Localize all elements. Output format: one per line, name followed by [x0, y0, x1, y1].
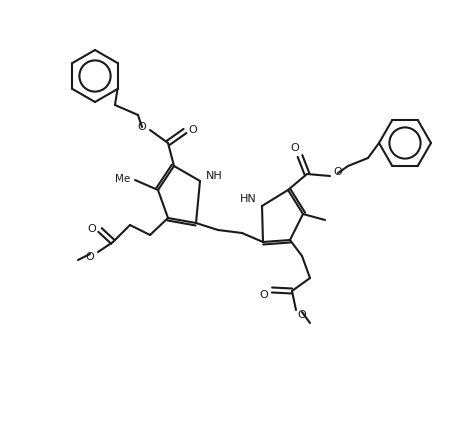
Text: Me: Me	[115, 173, 130, 184]
Text: O: O	[333, 166, 342, 177]
Text: O: O	[189, 125, 198, 135]
Text: HN: HN	[240, 194, 256, 204]
Text: O: O	[290, 143, 299, 153]
Text: O: O	[85, 251, 94, 261]
Text: O: O	[138, 122, 146, 132]
Text: O: O	[297, 309, 306, 319]
Text: O: O	[88, 223, 96, 233]
Text: NH: NH	[205, 171, 222, 180]
Text: O: O	[260, 290, 269, 299]
